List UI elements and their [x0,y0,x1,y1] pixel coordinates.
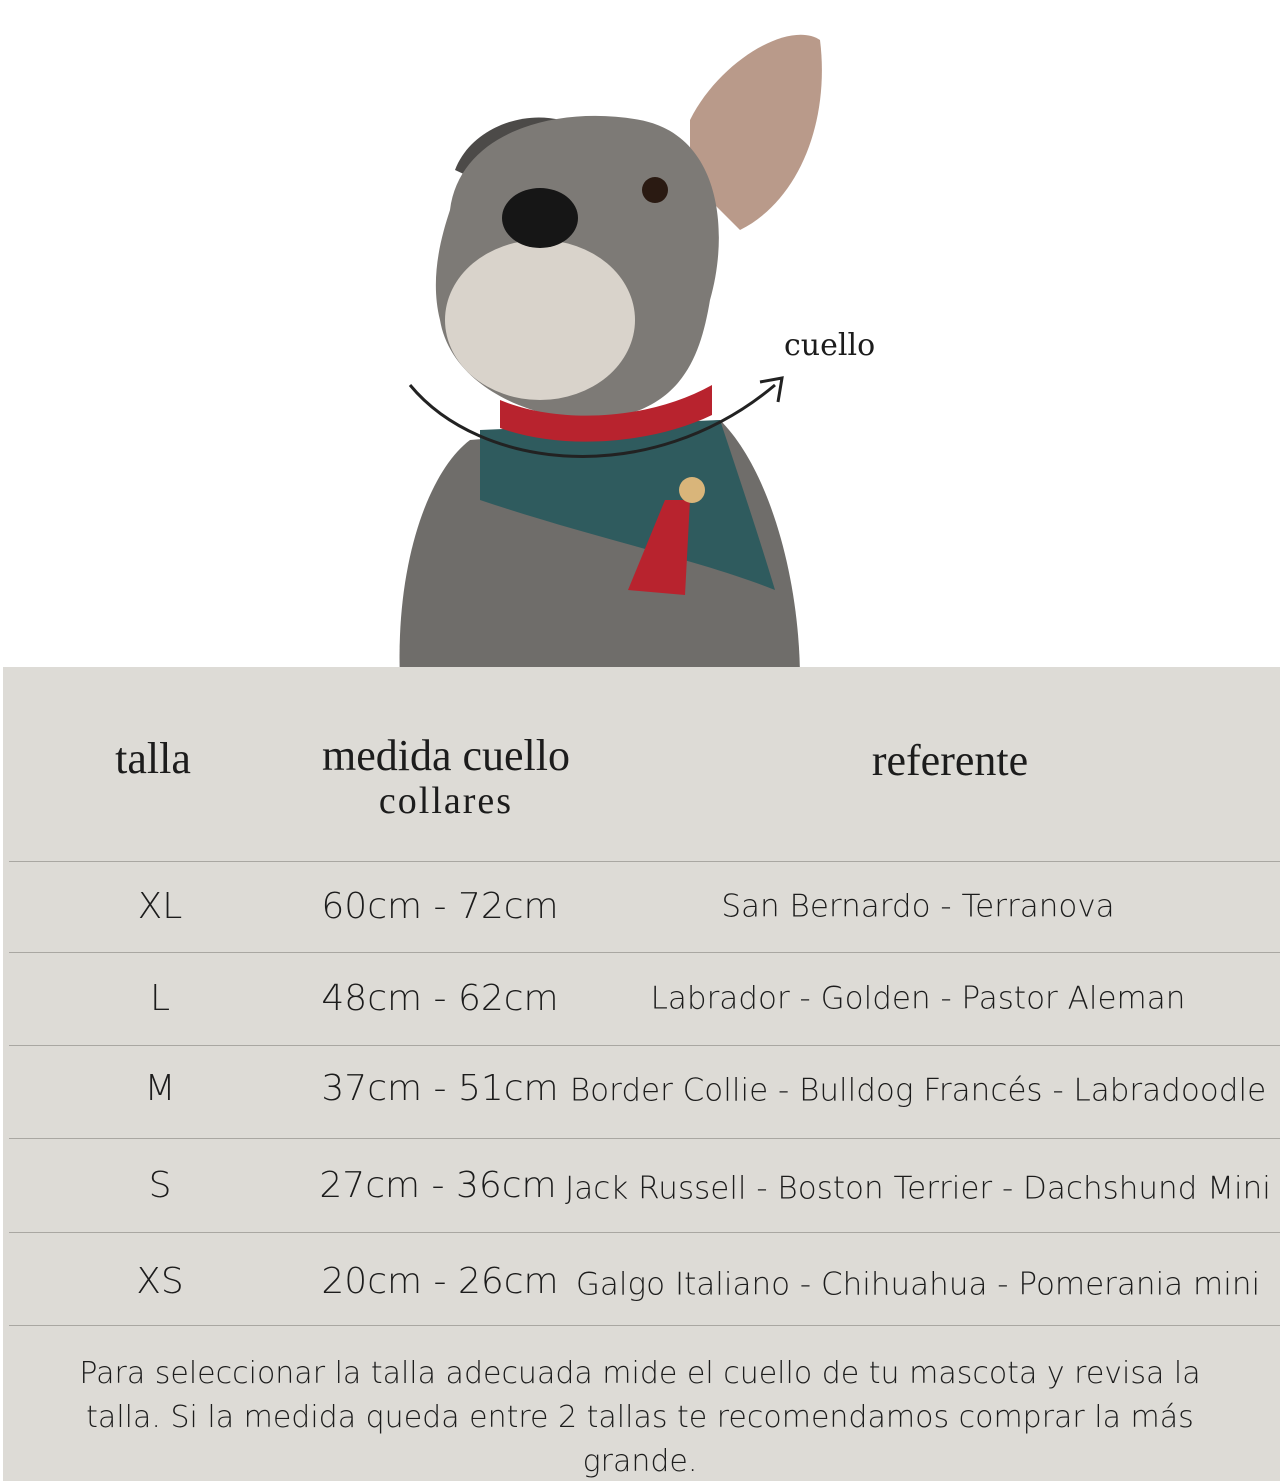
header-size: talla [115,734,191,783]
row-size: XL [137,886,183,927]
divider [9,1045,1280,1046]
dog-nose [502,188,578,248]
dog-illustration [399,34,822,680]
row-measure: 60cm - 72cm [321,886,559,927]
row-size: XS [136,1261,184,1302]
dog-muzzle [445,240,635,400]
sizing-note: Para seleccionar la talla adecuada mide … [79,1356,1201,1479]
dog-tag [679,477,705,503]
tassel [628,500,690,595]
size-chart-panel [3,667,1280,1481]
divider [9,1232,1280,1233]
header-measure: medida cuello [321,731,570,780]
neck-annotation: cuello [784,328,876,363]
row-measure: 27cm - 36cm [319,1165,557,1206]
row-reference: Galgo Italiano - Chihuahua - Pomerania m… [575,1266,1261,1303]
row-measure: 20cm - 26cm [321,1261,559,1302]
collar [500,385,712,442]
divider [9,1138,1280,1139]
row-reference: Labrador - Golden - Pastor Aleman [650,980,1186,1017]
row-size: L [149,978,171,1019]
row-measure: 37cm - 51cm [321,1068,559,1109]
row-size: M [144,1068,176,1109]
hero-dog-image: cuello [0,0,1280,680]
bandana [480,420,775,590]
divider [9,1325,1280,1326]
divider [9,861,1280,862]
row-reference: San Bernardo - Terranova [721,888,1115,925]
row-reference: Jack Russell - Boston Terrier - Dachshun… [565,1170,1271,1207]
header-measure-sub: collares [378,780,514,822]
dog-eye [642,177,668,203]
row-measure: 48cm - 62cm [321,978,559,1019]
row-reference: Border Collie - Bulldog Francés - Labrad… [569,1072,1267,1109]
dog-ear-right [690,34,822,231]
row-size: S [148,1165,172,1206]
arrow-head-icon [759,376,784,403]
neck-arrow [408,383,776,458]
header-reference: referente [871,736,1029,785]
divider [9,952,1280,953]
